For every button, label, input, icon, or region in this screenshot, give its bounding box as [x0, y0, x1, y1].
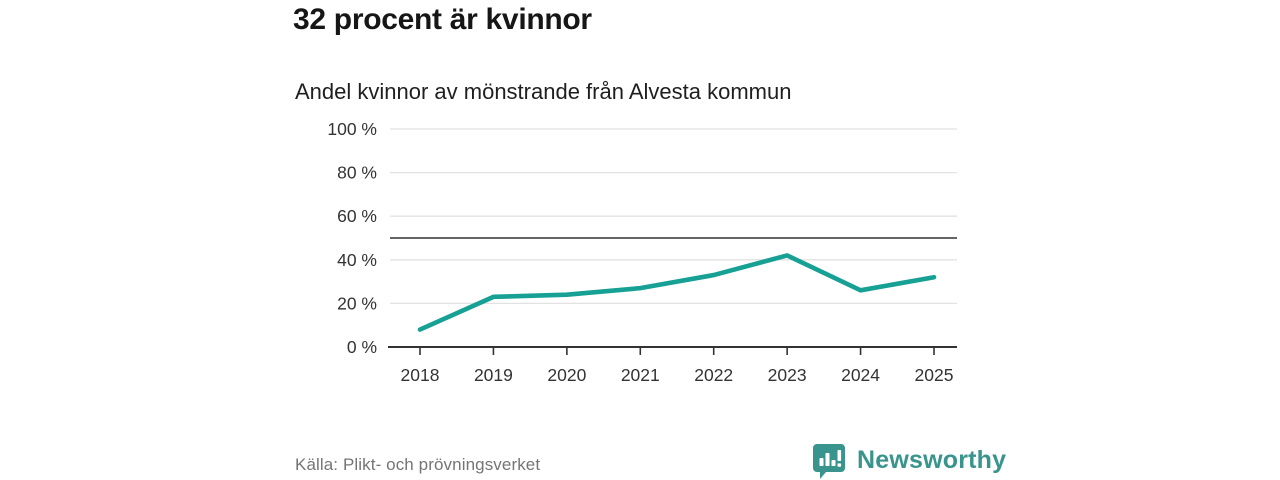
newsworthy-logo: Newsworthy [810, 441, 1006, 479]
y-tick-label: 100 % [327, 119, 377, 139]
y-tick-label: 60 % [337, 206, 377, 226]
y-tick-label: 20 % [337, 293, 377, 313]
x-axis: 2018 2019 2020 2021 2022 2023 2024 2025 [388, 346, 957, 385]
chart-title: 32 procent är kvinnor [293, 3, 592, 36]
data-series [417, 253, 937, 332]
x-tick-label: 2024 [841, 365, 880, 385]
x-tick-label: 2022 [694, 365, 733, 385]
newsworthy-bar-chart-bubble-icon [813, 444, 845, 479]
x-tick-label: 2021 [621, 365, 660, 385]
x-tick-label: 2019 [474, 365, 513, 385]
y-tick-label: 80 % [337, 163, 377, 183]
y-axis-labels: 0 % 20 % 40 % 60 % 80 % 100 % [327, 119, 377, 357]
source-attribution: Källa: Plikt- och prövningsverket [295, 455, 541, 474]
chart-subtitle: Andel kvinnor av mönstrande från Alvesta… [295, 79, 792, 104]
series-line [417, 253, 937, 332]
x-tick-label: 2018 [401, 365, 440, 385]
x-tick-label: 2025 [915, 365, 954, 385]
y-tick-label: 0 % [347, 337, 377, 357]
x-tick-label: 2020 [547, 365, 586, 385]
y-tick-label: 40 % [337, 250, 377, 270]
gridlines [390, 128, 957, 305]
x-tick-label: 2023 [768, 365, 807, 385]
newsworthy-wordmark: Newsworthy [857, 445, 1007, 474]
